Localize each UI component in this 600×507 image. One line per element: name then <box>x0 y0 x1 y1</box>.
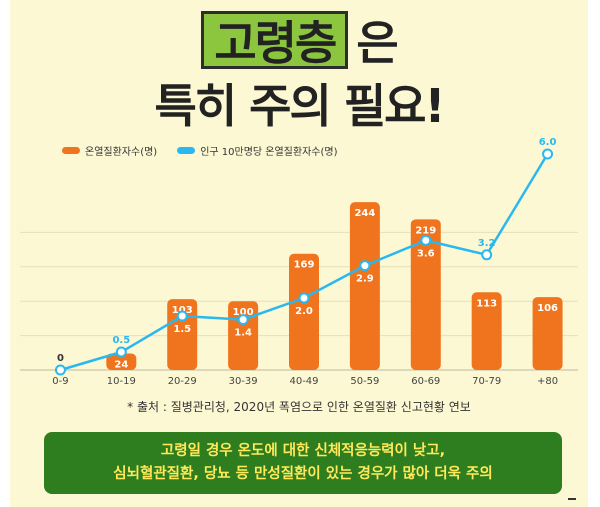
line-point <box>542 148 554 160</box>
legend-item-bars: 온열질환자수(명) <box>62 143 157 158</box>
line-value-label: 6.0 <box>539 137 557 148</box>
bar <box>106 353 137 370</box>
source-note: * 출처 : 질병관리청, 2020년 폭염으로 인한 온열질환 신고현황 연보 <box>127 400 471 414</box>
line-value-label: 0.5 <box>112 335 130 346</box>
bar-value-label: 244 <box>354 208 375 219</box>
bar <box>471 292 502 370</box>
banner-line2: 심뇌혈관질환, 당뇨 등 만성질환이 있는 경우가 많아 더욱 주의 <box>113 466 493 482</box>
bar-value-label: 0 <box>57 353 64 364</box>
headline-line2: 특히 주의 필요! <box>154 79 446 133</box>
x-tick-label: +80 <box>537 376 558 387</box>
line-value-label: 2.9 <box>356 274 374 285</box>
x-tick-label: 50-59 <box>350 376 379 387</box>
line-value-label: 3.6 <box>417 248 435 259</box>
line-point <box>54 364 66 376</box>
x-tick-label: 40-49 <box>289 376 318 387</box>
headline-line1-rest: 은 <box>356 16 398 70</box>
bar <box>532 297 563 370</box>
x-tick-label: 20-29 <box>168 376 197 387</box>
bar <box>289 253 319 370</box>
bar-value-label: 100 <box>233 307 254 318</box>
line-value-label: 3.2 <box>478 238 496 249</box>
corner-mark <box>568 498 576 500</box>
x-tick-label: 0-9 <box>52 376 68 387</box>
line-point <box>481 249 493 261</box>
line-point <box>176 310 188 322</box>
banner-line1: 고령일 경우 온도에 대한 신체적응능력이 낮고, <box>160 443 446 459</box>
line-point <box>237 314 249 326</box>
bar-value-label: 169 <box>294 260 315 271</box>
line-value-label: 1.5 <box>173 324 191 335</box>
line-value-label: 1.4 <box>234 328 252 339</box>
legend-label-bars: 온열질환자수(명) <box>85 147 158 158</box>
x-tick-label: 70-79 <box>472 376 501 387</box>
bar <box>349 202 380 370</box>
line-point <box>298 292 310 304</box>
bar <box>410 219 441 370</box>
infographic-card: 고령층 은 특히 주의 필요! 온열질환자수(명) 인구 10만명당 온열질환자… <box>10 0 588 507</box>
legend-swatch-bar <box>62 147 80 154</box>
headline-highlight: 고령층 <box>201 11 349 70</box>
legend-item-line: 인구 10만명당 온열질환자수(명) <box>177 143 338 158</box>
x-tick-label: 60-69 <box>411 376 440 387</box>
line-value-label: 2.0 <box>295 306 313 317</box>
bar-value-label: 106 <box>537 303 558 314</box>
x-tick-label: 30-39 <box>229 376 258 387</box>
chart: 00-92410-1910320-2910030-3916940-4924450… <box>20 137 578 387</box>
bar-value-label: 113 <box>476 298 497 309</box>
legend-label-line: 인구 10만명당 온열질환자수(명) <box>200 147 338 158</box>
chart-legend: 온열질환자수(명) 인구 10만명당 온열질환자수(명) <box>62 143 338 158</box>
line-point <box>420 234 432 246</box>
legend-swatch-line <box>177 147 196 154</box>
line-point <box>359 260 371 272</box>
headline: 고령층 은 특히 주의 필요! <box>10 10 588 134</box>
warning-banner: 고령일 경우 온도에 대한 신체적응능력이 낮고, 심뇌혈관질환, 당뇨 등 만… <box>44 432 562 494</box>
x-tick-label: 10-19 <box>107 376 136 387</box>
line-point <box>115 346 127 358</box>
bar-value-label: 219 <box>415 225 436 236</box>
bar-value-label: 24 <box>114 359 128 370</box>
